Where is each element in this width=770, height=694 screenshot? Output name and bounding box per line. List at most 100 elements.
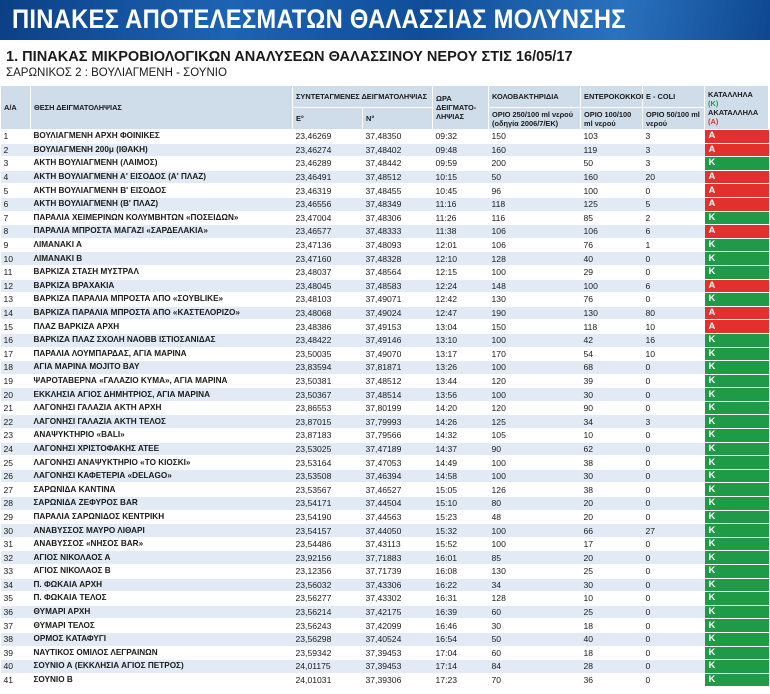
table-cell: 23,48386	[292, 319, 363, 334]
table-cell: 25	[580, 564, 643, 579]
table-cell: 15	[0, 319, 31, 334]
table-cell: 37,48306	[362, 211, 433, 226]
table-cell: 37,43306	[362, 578, 433, 593]
table-cell: 12:15	[432, 265, 489, 280]
table-cell: 32	[0, 550, 31, 565]
table-cell: 100	[488, 265, 581, 280]
verdict-cell: Κ	[704, 591, 769, 606]
table-row: 15 ΠΛΑΖ ΒΑΡΚΙΖΑ ΑΡΧΗ 23,48386 37,49153 13:04…	[0, 319, 769, 334]
table-row: 26 ΛΑΓΟΝΗΣΙ ΚΑΦΕΤΕΡΙΑ «DELAGO» 23,53508 37,…	[0, 469, 769, 484]
location-cell: ΒΟΥΛΙΑΓΜΕΝΗ ΑΡΧΗ ΦΟΙΝΙΚΕΣ	[30, 129, 293, 144]
table-cell: 80	[488, 496, 581, 511]
table-cell: 48	[488, 510, 581, 525]
table-cell: 37,48333	[362, 224, 433, 239]
table-row: 31 ΑΝΑΒΥΣΣΟΣ «ΝΗΣΟΣ BAR» 23,54486 37,43113 1…	[0, 537, 769, 552]
header-cell: ΟΡΙΟ 50/100 ml νερού	[642, 107, 706, 130]
table-cell: 39	[580, 374, 643, 389]
location-cell: ΑΚΤΗ ΒΟΥΛΙΑΓΜΕΝΗ Α' ΕΙΣΟΔΟΣ (Α' ΠΛΑΖ)	[30, 170, 293, 185]
table-cell: 0	[642, 482, 705, 498]
banner-title: ΠΙΝΑΚΕΣ ΑΠΟΤΕΛΕΣΜΑΤΩΝ ΘΑΛΑΣΣΙΑΣ ΜΟΛΥΝΣΗΣ	[12, 4, 626, 34]
table-cell: 13:56	[432, 387, 489, 402]
table-cell: 15:23	[432, 510, 489, 525]
table-row: 30 ΑΝΑΒΥΣΣΟΣ ΜΑΥΡΟ ΛΙΘΑΡΙ 23,54157 37,44050…	[0, 523, 769, 538]
table-cell: 1	[0, 129, 31, 144]
verdict-cell: Κ	[704, 428, 769, 443]
table-cell: 12:10	[432, 251, 489, 266]
verdict-cell: Α	[704, 319, 769, 334]
table-cell: 16:01	[432, 550, 489, 565]
header-cell: ΟΡΙΟ 100/100 ml νερού	[580, 107, 644, 130]
table-row: 8 ΠΑΡΑΛΙΑ ΜΠΡΟΣΤΑ ΜΑΓΑΖΙ «ΣΑΡΔΕΛΑΚΙΑ» 23,4…	[0, 224, 769, 239]
table-cell: 20	[580, 496, 643, 511]
table-cell: 37,44504	[362, 496, 433, 511]
table-cell: 14:26	[432, 414, 489, 430]
table-row: 14 ΒΑΡΚΙΖΑ ΠΑΡΑΛΙΑ ΜΠΡΟΣΤΑ ΑΠΟ «ΚΑΣΤΕΛΟΡΙ…	[0, 306, 769, 321]
table-cell: 12:47	[432, 306, 489, 321]
table-cell: 120	[488, 401, 581, 416]
table-cell: 38	[0, 632, 31, 647]
table-cell: 37,71739	[362, 564, 433, 579]
table-cell: 37,49024	[362, 306, 433, 321]
header-cell: ΚΟΛΟΒΑΚΤΗΡΙΔΙΑ	[488, 85, 582, 108]
header-cell: Ν°	[361, 107, 434, 130]
table-row: 6 ΑΚΤΗ ΒΟΥΛΙΑΓΜΕΝΗ (Β' ΠΛΑΖ) 23,46556 37,48…	[0, 197, 769, 212]
table-cell: 37,48514	[362, 387, 433, 402]
table-cell: 0	[642, 401, 705, 416]
table-cell: 23,53508	[292, 469, 363, 484]
table-cell: 0	[642, 659, 705, 674]
verdict-cell: Κ	[704, 605, 769, 620]
table-cell: 14:32	[432, 428, 489, 443]
location-cell: ΑΝΑΒΥΣΣΟΣ ΜΑΥΡΟ ΛΙΘΑΡΙ	[30, 523, 293, 538]
table-cell: 22	[0, 414, 31, 430]
table-cell: 20	[0, 387, 31, 402]
table-cell: 60	[488, 646, 581, 661]
table-cell: 0	[642, 564, 705, 579]
table-cell: 30	[488, 618, 581, 633]
table-cell: 84	[488, 659, 581, 674]
table-cell: 50	[580, 156, 643, 171]
table-cell: 23,56032	[292, 578, 363, 593]
location-cell: ΟΡΜΟΣ ΚΑΤΑΦΥΓΙ	[30, 632, 293, 647]
table-row: 7 ΠΑΡΑΛΙΑ ΧΕΙΜΕΡΙΝΩΝ ΚΟΛΥΜΒΗΤΩΝ «ΠΟΣΕΙΔΩΝ…	[0, 211, 769, 226]
table-cell: 09:48	[432, 143, 489, 158]
table-cell: 119	[580, 143, 643, 158]
table-cell: 10:15	[432, 170, 489, 185]
verdict-cell: Κ	[704, 238, 769, 253]
header-text: (Κ)	[708, 98, 719, 108]
table-cell: 23,83594	[292, 360, 363, 375]
verdict-cell: Κ	[704, 469, 769, 484]
table-cell: 100	[580, 279, 643, 294]
table-cell: 0	[642, 183, 705, 198]
table-cell: 36	[0, 605, 31, 620]
table-cell: 0	[642, 578, 705, 593]
table-cell: 40	[580, 632, 643, 647]
table-cell: 54	[580, 347, 643, 362]
location-cell: ΑΓΙΟΣ ΝΙΚΟΛΑΟΣ Α	[30, 550, 293, 565]
header-text: (Α)	[708, 116, 719, 126]
location-cell: ΑΚΤΗ ΒΟΥΛΙΑΓΜΕΝΗ (ΛΑΙΜΟΣ)	[30, 156, 293, 171]
table-cell: 17:04	[432, 646, 489, 661]
verdict-cell: Α	[704, 143, 769, 158]
table-cell: 0	[642, 265, 705, 280]
table-cell: 23,48103	[292, 292, 363, 307]
table-cell: 0	[642, 537, 705, 552]
verdict-cell: Κ	[704, 659, 769, 674]
table-cell: 130	[488, 564, 581, 579]
table-cell: 20	[642, 170, 705, 185]
table-cell: 23,50381	[292, 374, 363, 389]
location-cell: ΣΑΡΩΝΙΔΑ ΚΑΝΤΙΝΑ	[30, 482, 293, 498]
table-cell: 37,46527	[362, 482, 433, 498]
table-cell: 24	[0, 442, 31, 457]
location-cell: ΠΑΡΑΛΙΑ ΜΠΡΟΣΤΑ ΜΑΓΑΖΙ «ΣΑΡΔΕΛΑΚΙΑ»	[30, 224, 293, 239]
location-cell: ΒΑΡΚΙΖΑ ΠΑΡΑΛΙΑ ΜΠΡΟΣΤΑ ΑΠΟ «ΚΑΣΤΕΛΟΡΙΖΟ…	[30, 306, 293, 321]
table-cell: 23,47160	[292, 251, 363, 266]
table-cell: 20	[580, 550, 643, 565]
table-cell: 27	[642, 523, 705, 538]
table-cell: 103	[580, 129, 643, 144]
header-cell: ΩΡΑ ΔΕΙΓΜΑΤΟ-ΛΗΨΙΑΣ	[432, 85, 490, 130]
table-cell: 24,01031	[292, 673, 363, 688]
location-cell: ΕΚΚΛΗΣΙΑ ΑΓΙΟΣ ΔΗΜΗΤΡΙΟΣ, ΑΓΙΑ ΜΑΡΙΝΑ	[30, 387, 293, 402]
table-cell: 3	[642, 143, 705, 158]
verdict-cell: Κ	[704, 510, 769, 525]
table-title: 1. ΠΙΝΑΚΑΣ ΜΙΚΡΟΒΙΟΛΟΓΙΚΩΝ ΑΝΑΛΥΣΕΩΝ ΘΑΛ…	[6, 48, 573, 65]
